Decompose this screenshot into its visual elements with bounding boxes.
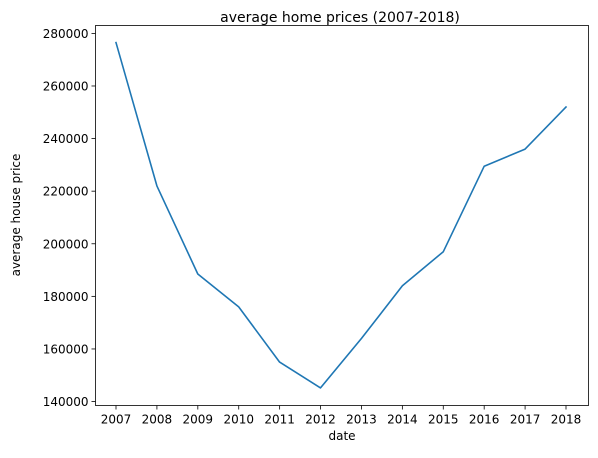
y-axis-label: average house price: [9, 154, 23, 277]
y-tick-label: 220000: [43, 185, 89, 199]
series-line: [115, 41, 568, 389]
y-tick-label: 280000: [43, 27, 89, 41]
series-group: [115, 41, 568, 389]
y-tick-label: 200000: [43, 237, 89, 251]
x-tick-label: 2015: [428, 413, 459, 427]
chart-title: average home prices (2007-2018): [220, 10, 460, 26]
x-tick-label: 2016: [469, 413, 500, 427]
x-tick-label: 2012: [305, 413, 336, 427]
y-tick-label: 140000: [43, 395, 89, 409]
x-tick-label: 2010: [223, 413, 254, 427]
y-tick-label: 240000: [43, 132, 89, 146]
y-axis-ticks: 140000 160000 180000 200000 220000 240000 2600…: [43, 27, 96, 409]
y-tick-label: 180000: [43, 290, 89, 304]
x-tick-label: 2017: [510, 413, 541, 427]
x-axis-ticks: 2007 2008 2009 2010 2011 2012 2013 2014 2015 2016…: [101, 405, 582, 427]
x-tick-label: 2014: [387, 413, 418, 427]
x-tick-label: 2013: [346, 413, 377, 427]
y-tick-label: 260000: [43, 79, 89, 93]
x-tick-label: 2007: [101, 413, 132, 427]
x-axis-label: date: [328, 429, 355, 443]
x-tick-label: 2018: [551, 413, 582, 427]
x-tick-label: 2011: [264, 413, 295, 427]
x-tick-label: 2008: [142, 413, 173, 427]
x-tick-label: 2009: [183, 413, 214, 427]
y-tick-label: 160000: [43, 342, 89, 356]
plot-frame: [95, 25, 589, 406]
